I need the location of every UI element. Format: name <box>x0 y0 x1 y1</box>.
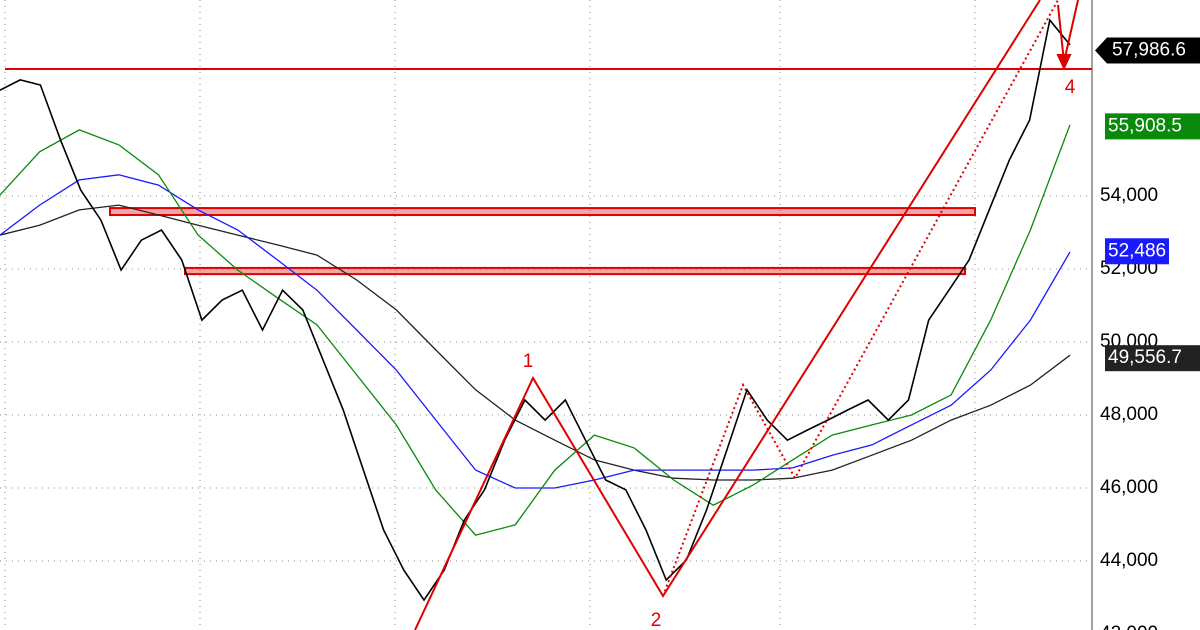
y-tick-label: 46,000 <box>1100 477 1158 498</box>
y-tick-label: 54,000 <box>1100 185 1158 206</box>
pattern-lines <box>414 0 1079 630</box>
value-tag <box>1105 113 1200 140</box>
value-tag <box>1105 345 1200 372</box>
value-tag <box>1095 37 1200 64</box>
value-tag-label: 52,486 <box>1108 240 1166 261</box>
moving-average <box>0 204 1071 481</box>
y-axis: 42,00044,00046,00048,00050,00052,00054,0… <box>1095 37 1200 630</box>
annotation: 2 <box>651 610 662 630</box>
moving-average <box>0 174 1071 489</box>
zone <box>184 266 966 276</box>
zone <box>109 207 976 216</box>
value-tag-label: 49,556.7 <box>1108 347 1182 368</box>
value-tag-label: 57,986.6 <box>1112 40 1186 61</box>
price-line <box>0 18 1071 602</box>
pattern-line-dotted <box>662 0 1059 597</box>
annotation: 1 <box>523 351 534 372</box>
y-tick-label: 42,000 <box>1100 623 1158 630</box>
moving-average <box>0 124 1071 536</box>
plot <box>0 18 1092 602</box>
value-tag <box>1105 238 1169 265</box>
y-tick-label: 44,000 <box>1100 550 1158 571</box>
pattern-line <box>414 0 1041 630</box>
annotation: 4 <box>1065 77 1076 98</box>
arrow-head <box>1056 54 1072 71</box>
value-tag-label: 55,908.5 <box>1108 115 1182 136</box>
y-tick-label: 48,000 <box>1100 404 1158 425</box>
vertical-grid <box>4 0 976 630</box>
pattern-line <box>1057 0 1079 63</box>
